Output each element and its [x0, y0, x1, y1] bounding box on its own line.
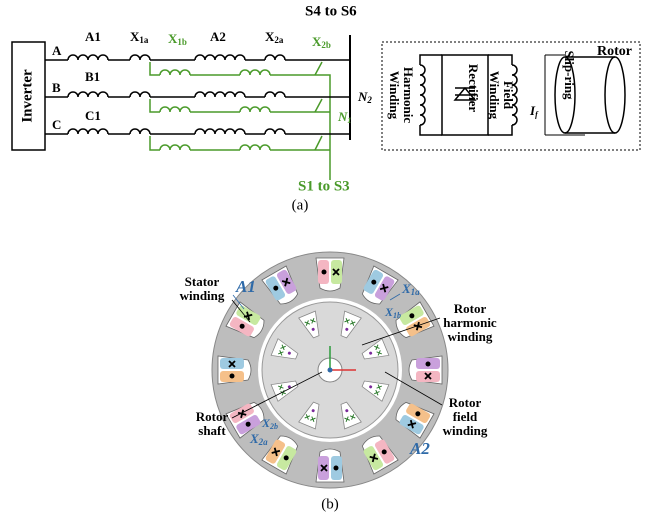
main: X	[401, 281, 411, 296]
coil	[130, 55, 150, 60]
coil	[265, 92, 285, 97]
dot	[230, 374, 235, 379]
label-line: field	[453, 409, 478, 424]
phase-label: A2	[409, 439, 430, 458]
dot	[322, 270, 327, 275]
switch-label: S1 to S3	[298, 178, 350, 194]
aux-label: X1b	[168, 31, 187, 47]
stator-slot	[316, 258, 344, 291]
winding-label: B1	[85, 69, 100, 84]
aux-label: X1a	[130, 29, 149, 45]
rotor-title: Rotor	[597, 44, 632, 59]
coil	[195, 55, 245, 60]
coil	[195, 92, 245, 97]
aux-label: X2b	[312, 34, 331, 50]
origin	[328, 368, 333, 373]
winding-label: A2	[210, 29, 226, 44]
winding-label: C1	[85, 108, 101, 123]
text-line: Field	[501, 81, 516, 110]
phase-label: B	[52, 80, 61, 95]
aux-circuit	[150, 62, 330, 180]
sub: 1	[347, 116, 351, 125]
coil	[130, 92, 150, 97]
phase-label: A1	[235, 277, 256, 296]
coil	[265, 129, 285, 134]
aux-label: X1a	[401, 281, 420, 297]
coil	[68, 55, 108, 60]
label-line: winding	[180, 288, 225, 303]
label-line: winding	[448, 329, 493, 344]
harmonic-label: Harmonic Winding	[387, 67, 416, 124]
coil	[195, 129, 245, 134]
stator-slot	[409, 356, 442, 384]
stator-slot	[316, 449, 344, 482]
sub: 2	[366, 95, 372, 105]
main: N	[337, 109, 348, 124]
figure: Inverter A B C A1 B1 C1 A2 X1a X2a X1b X…	[0, 0, 655, 520]
phase-label: C	[52, 117, 61, 132]
main: N	[357, 89, 368, 104]
label-line: Rotor	[449, 395, 482, 410]
switch-label: S4 to S6	[305, 3, 357, 19]
aux-wire	[150, 62, 330, 180]
caption: (b)	[321, 496, 339, 512]
label-line: winding	[443, 423, 488, 438]
aux-label: X2a	[265, 29, 284, 45]
sub: f	[535, 110, 539, 119]
text-line: Winding	[387, 71, 402, 120]
sub: 1a	[139, 35, 149, 45]
inverter-label: Inverter	[19, 69, 35, 123]
coil	[68, 92, 108, 97]
coil	[265, 55, 285, 60]
winding-label: A1	[85, 29, 101, 44]
coil	[420, 65, 425, 125]
dot	[426, 362, 431, 367]
stator-slot	[218, 356, 251, 384]
current-label: If	[529, 103, 539, 119]
caption: (a)	[292, 197, 309, 213]
label-line: Rotor	[196, 409, 229, 424]
phase-label: A	[52, 43, 62, 58]
slip-ring-label: Slip-ring	[562, 50, 577, 100]
label-line: Stator	[185, 274, 220, 289]
neutral-label: N2	[357, 89, 372, 105]
sub: 2b	[269, 422, 278, 431]
sub: 2a	[274, 35, 284, 45]
sub: 1b	[393, 311, 401, 320]
sub: 2b	[321, 40, 331, 50]
label-line: Rotor	[454, 301, 487, 316]
coils	[68, 55, 517, 153]
text-line: Winding	[487, 71, 502, 120]
coil	[68, 129, 108, 134]
coil	[130, 129, 150, 134]
rectifier-label: Rectifier	[466, 64, 481, 113]
slip-ring	[605, 57, 625, 133]
sub: 1a	[411, 287, 421, 297]
dot	[334, 466, 339, 471]
main: X	[249, 431, 259, 446]
text-line: Harmonic	[401, 67, 416, 124]
field-label: Field Winding	[487, 71, 516, 120]
sub: 2a	[258, 437, 269, 447]
label-line: harmonic	[443, 315, 497, 330]
label-line: shaft	[198, 423, 226, 438]
sub: 1b	[177, 37, 187, 47]
